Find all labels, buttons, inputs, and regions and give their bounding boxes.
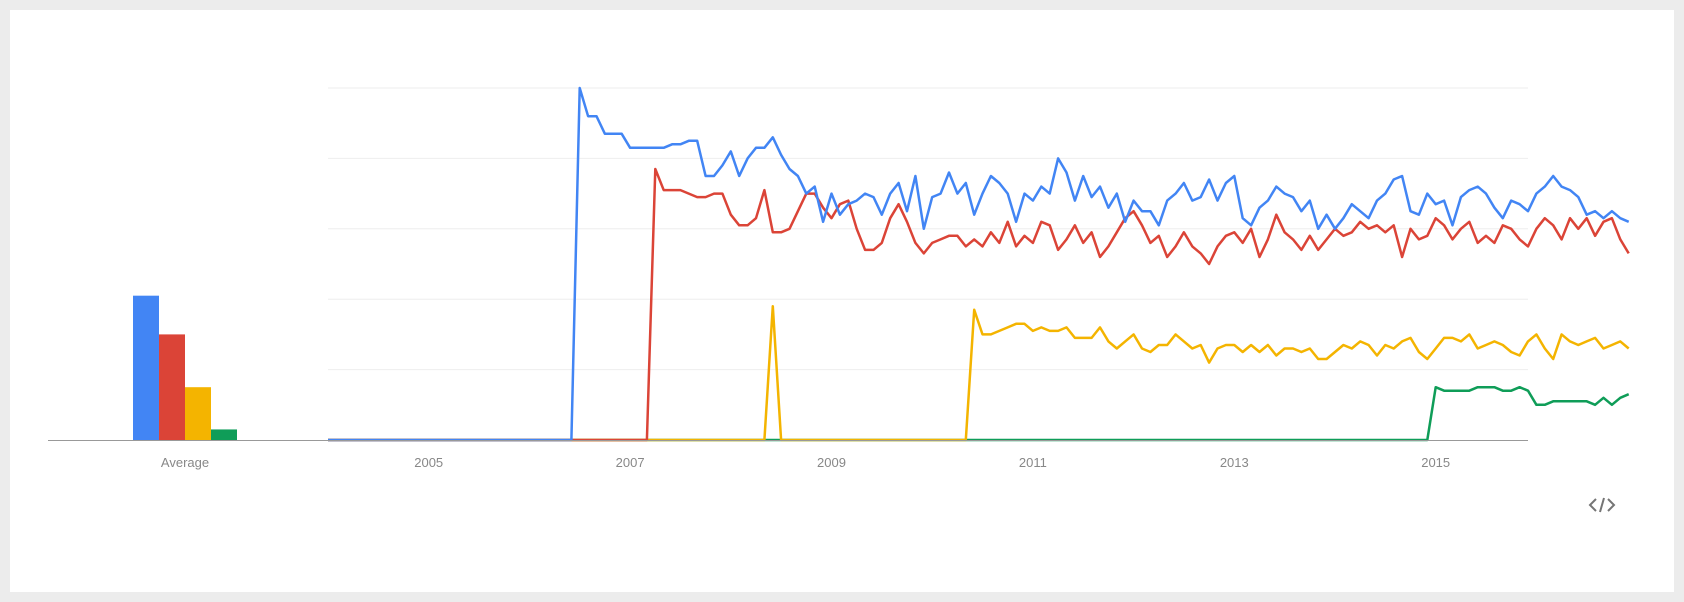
x-tick-label: 2007 — [616, 455, 645, 470]
average-bar — [159, 334, 185, 440]
average-bar — [185, 387, 211, 440]
series-line — [328, 86, 1630, 442]
series-line — [328, 385, 1630, 442]
gridlines — [328, 87, 1528, 371]
embed-code-icon[interactable] — [1582, 490, 1622, 520]
trends-chart: Average 2005 2007 2009 2011 2013 2015 — [48, 86, 1630, 470]
x-axis-ticks: 2005 2007 2009 2011 2013 2015 — [414, 455, 1450, 470]
x-tick-label: 2005 — [414, 455, 443, 470]
average-bar — [133, 295, 159, 440]
series-lines — [328, 86, 1630, 442]
series-line — [328, 304, 1630, 442]
average-label: Average — [161, 455, 209, 470]
x-tick-label: 2009 — [817, 455, 846, 470]
average-bars — [133, 295, 237, 440]
x-tick-label: 2015 — [1421, 455, 1450, 470]
x-tick-label: 2011 — [1019, 455, 1047, 470]
x-tick-label: 2013 — [1220, 455, 1249, 470]
average-bar — [211, 429, 237, 440]
trends-chart-card: Average 2005 2007 2009 2011 2013 2015 — [10, 10, 1674, 592]
